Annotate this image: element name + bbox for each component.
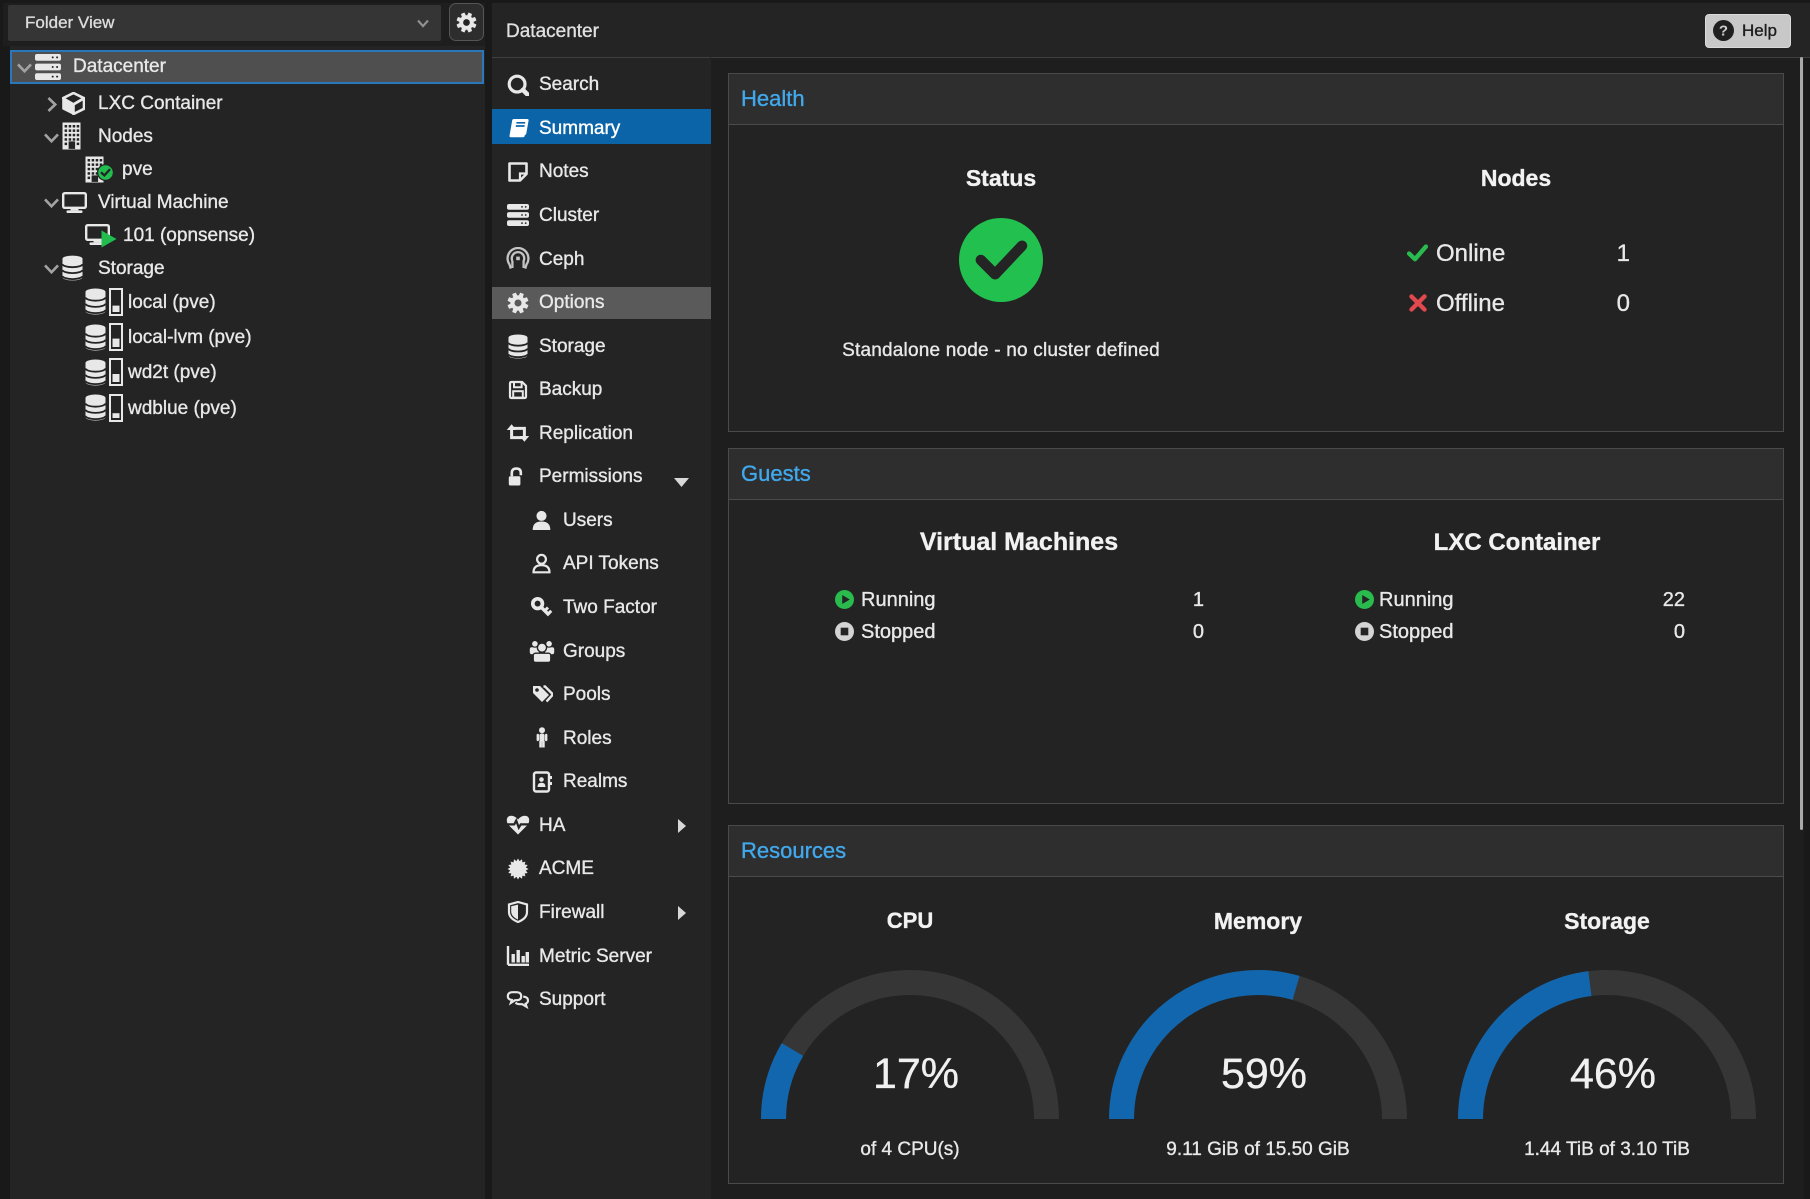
svg-text:?: ? — [1719, 22, 1728, 39]
